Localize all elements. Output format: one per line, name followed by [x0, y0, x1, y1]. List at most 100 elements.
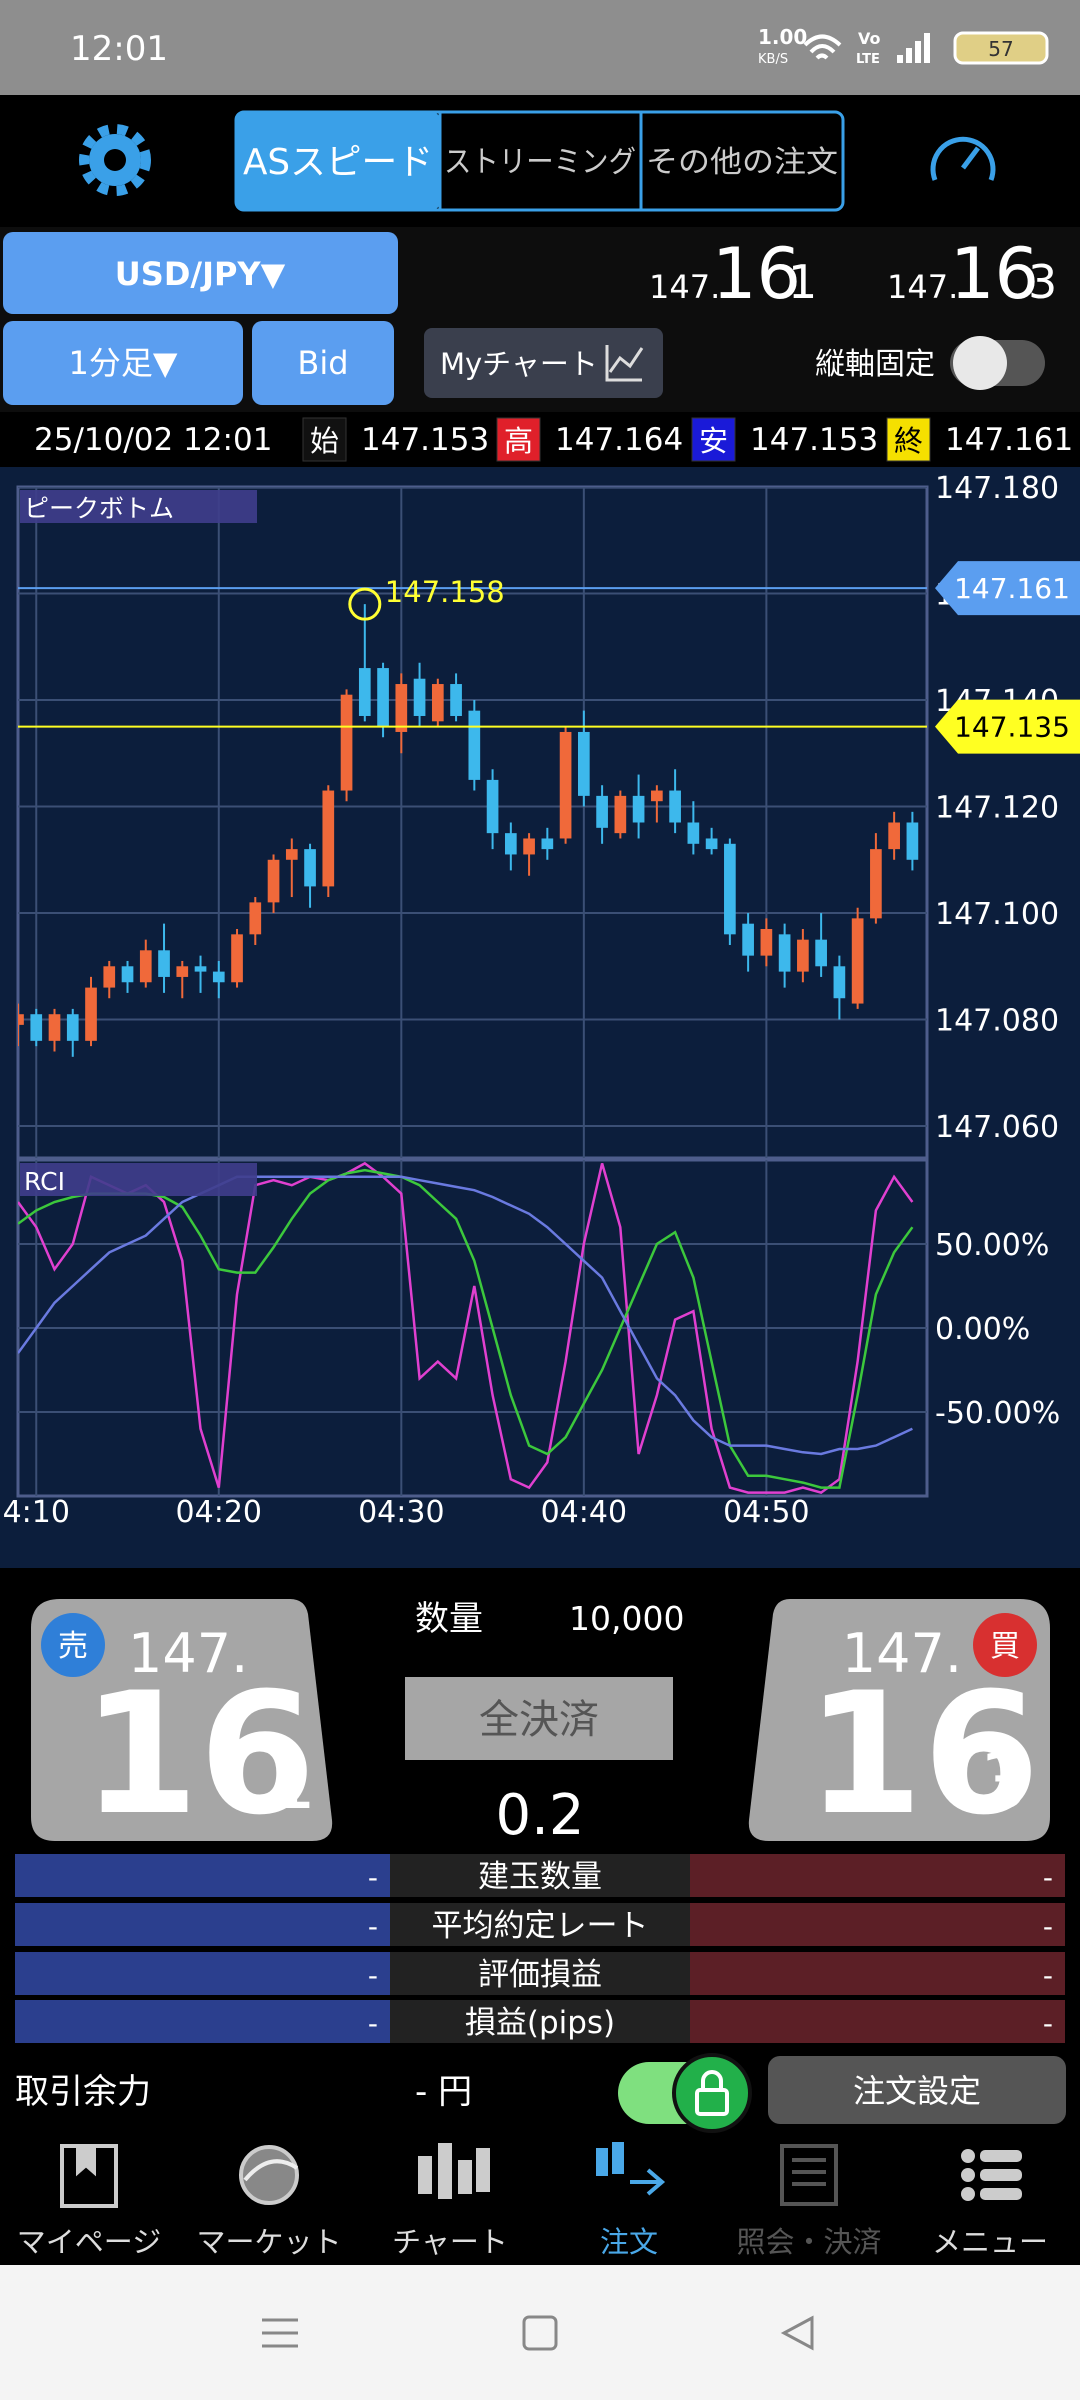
row-label: 評価損益 — [478, 1957, 602, 1993]
tab-active[interactable] — [236, 112, 440, 210]
sell-badge-label: 売 — [58, 1629, 88, 1664]
net-unit: KB/S — [758, 52, 788, 67]
ohlc-items: 始 147.153 高 147.164 安 147.153 終 147.161 — [302, 417, 1073, 462]
buy-value: - — [1043, 1910, 1053, 1943]
chart-icon — [608, 347, 644, 373]
status-bar — [0, 0, 1080, 95]
quantity-label: 数量 — [415, 1599, 483, 1639]
nav-label[interactable]: チャート — [392, 2225, 508, 2259]
clock: 12:01 — [70, 29, 168, 69]
y-tick-label: 0.00% — [935, 1312, 1030, 1347]
nav-label[interactable]: メニュー — [932, 2225, 1048, 2259]
settings-icon[interactable] — [79, 124, 151, 196]
sell-small: 1 — [268, 1737, 316, 1826]
my-chart-button[interactable] — [424, 328, 663, 398]
candle-body — [194, 966, 207, 972]
price-type-button[interactable] — [252, 321, 394, 405]
candle-body — [468, 710, 481, 780]
candle-body — [851, 918, 864, 1004]
sell-cell — [15, 1854, 390, 1897]
nav-bar — [0, 2135, 1080, 2265]
buy-big: 16 — [806, 1656, 1040, 1852]
speed-icon[interactable] — [930, 136, 996, 181]
battery-level: 57 — [988, 37, 1013, 61]
position-table: 建玉数量 - - 平均約定レート - - 評価損益 - - 損益(pips) - - — [15, 1854, 1065, 2043]
pane-title-box — [20, 490, 257, 523]
candle-body — [103, 966, 116, 988]
pair-button[interactable] — [3, 232, 398, 314]
candle-body — [760, 929, 773, 956]
candle-body — [632, 795, 645, 823]
candle-body — [578, 731, 590, 796]
close-all-button[interactable] — [405, 1677, 673, 1760]
candle-body — [395, 684, 408, 732]
x-tick-label: 04:20 — [176, 1495, 262, 1530]
order-settings-button[interactable] — [768, 2056, 1066, 2124]
quantity[interactable]: 10,000 — [569, 1599, 684, 1638]
candle-body — [450, 684, 462, 716]
buy-small: 3 — [980, 1737, 1028, 1826]
my-chart-label: Myチャート — [440, 347, 598, 381]
label-cell — [390, 1952, 690, 1995]
tab[interactable]: ASスピード — [243, 142, 433, 183]
candle-body — [705, 838, 718, 850]
ohlc-tag-box — [496, 417, 541, 462]
lock-knob — [672, 2053, 752, 2133]
rci-line — [18, 1168, 914, 1489]
buy-cell — [690, 1903, 1065, 1946]
toggle-knob — [953, 336, 1007, 390]
candle-body — [614, 795, 627, 834]
order-settings-label: 注文設定 — [853, 2072, 981, 2110]
candle-body — [139, 950, 152, 983]
margin-label: 取引余力 — [15, 2072, 151, 2112]
buy-button[interactable] — [748, 1599, 1050, 1841]
pane-title-box — [20, 1163, 257, 1196]
nav-label[interactable]: 照会・決済 — [736, 2225, 881, 2259]
label-cell — [390, 1903, 690, 1946]
sell-button[interactable] — [31, 1599, 333, 1841]
tab[interactable]: その他の注文 — [646, 145, 838, 180]
candle-body — [815, 939, 827, 967]
nav-label[interactable]: 注文 — [600, 2225, 658, 2259]
candle-body — [322, 790, 335, 887]
buy-cell — [690, 1854, 1065, 1897]
wifi-icon — [803, 34, 842, 60]
timeframe-button[interactable] — [3, 321, 243, 405]
bid-prefix: 147. — [649, 268, 720, 306]
y-tick-label: 147.180 — [935, 471, 1059, 506]
buy-badge — [973, 1613, 1037, 1677]
price-type-label: Bid — [297, 344, 348, 382]
nav-label[interactable]: マーケット — [196, 2225, 341, 2259]
candle-body — [304, 849, 316, 887]
candle-body — [888, 822, 900, 850]
y-tick-label: 50.00% — [935, 1228, 1049, 1263]
ohlc-tag: 安 — [699, 424, 728, 458]
candle-body — [358, 668, 371, 716]
buy-cell — [690, 1952, 1065, 1995]
candle-body — [413, 678, 426, 716]
nav-label[interactable]: マイページ — [17, 2225, 161, 2259]
candle-body — [906, 822, 919, 860]
candle-body — [870, 849, 882, 919]
charts: 147.060147.080147.100147.120147.140147.1… — [3, 471, 1080, 1530]
candle-body — [596, 795, 608, 828]
buy-prefix: 147. — [842, 1622, 962, 1685]
buy-cell — [690, 2000, 1065, 2043]
ohlc-tag: 高 — [504, 424, 533, 458]
candle-body — [559, 731, 572, 839]
bid-big: 16 — [712, 233, 801, 315]
y-tick-label: 147.080 — [935, 1004, 1059, 1039]
signal-icon — [897, 33, 930, 63]
system-nav-icons[interactable] — [262, 2315, 814, 2351]
tab[interactable]: ストリーミング — [444, 145, 636, 180]
bid-small: 1 — [788, 255, 817, 309]
candle-body — [66, 1014, 79, 1041]
candle-body — [669, 790, 681, 823]
chart-icon — [605, 345, 642, 382]
candle-body — [833, 966, 846, 999]
ohlc-tag: 始 — [310, 424, 339, 458]
ohlc-tag: 終 — [894, 424, 923, 458]
ohlc-value: 147.153 — [750, 422, 878, 458]
candle-body — [377, 668, 389, 727]
